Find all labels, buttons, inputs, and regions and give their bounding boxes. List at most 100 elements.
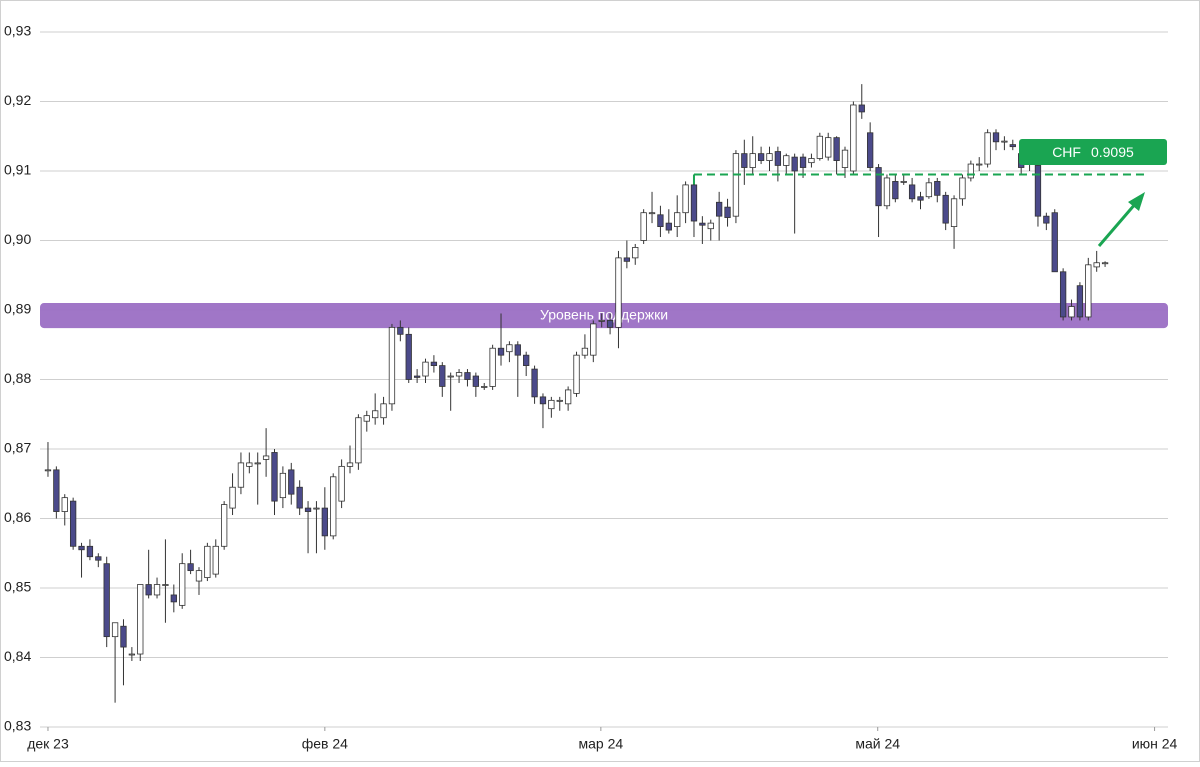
candle-body xyxy=(674,212,681,227)
candle-body xyxy=(145,584,152,596)
candle-body xyxy=(111,622,119,638)
candle-body xyxy=(774,151,782,166)
candle-body xyxy=(313,507,320,510)
candle-body xyxy=(900,181,907,183)
candle-body xyxy=(657,214,664,228)
candle-body xyxy=(481,386,488,388)
candle-body xyxy=(254,462,261,465)
candle-body xyxy=(917,196,924,201)
level-box xyxy=(1019,139,1167,165)
candle-body xyxy=(867,132,874,168)
candle-body xyxy=(229,486,236,509)
candle-body xyxy=(783,155,790,166)
candle-body xyxy=(581,347,589,356)
candle-body xyxy=(741,153,748,168)
candle-body xyxy=(346,462,354,467)
candle-body xyxy=(640,212,647,241)
candle-body xyxy=(732,153,740,217)
y-tick-label: 0,89 xyxy=(4,301,31,317)
candle-body xyxy=(615,257,622,328)
arrow xyxy=(1097,192,1145,247)
candle-body xyxy=(464,372,471,380)
support-label: Уровень поддержки xyxy=(540,306,668,322)
candle-body xyxy=(682,184,689,214)
candle-body xyxy=(338,465,345,502)
y-tick-label: 0,85 xyxy=(4,579,31,595)
candle-body xyxy=(355,417,362,464)
arrow-shaft xyxy=(1097,202,1138,247)
candle-body xyxy=(212,545,219,575)
arrow-head xyxy=(1128,192,1145,211)
x-tick-label: фев 24 xyxy=(302,736,348,752)
level-value: 0.9095 xyxy=(1091,144,1134,160)
candle-body xyxy=(246,462,253,467)
candle-body xyxy=(439,365,446,387)
candle-body xyxy=(1034,165,1042,217)
candle-body xyxy=(296,486,303,509)
candle-body xyxy=(128,653,136,656)
candle-body xyxy=(992,132,1000,143)
candle-body xyxy=(632,247,639,259)
candle-body xyxy=(221,504,228,547)
candle-body xyxy=(44,469,52,472)
candle-body xyxy=(489,347,496,387)
candle-body xyxy=(976,163,983,166)
candle-body xyxy=(984,132,991,165)
candle-body xyxy=(850,104,857,172)
candle-body xyxy=(170,594,177,603)
candle-body xyxy=(472,375,479,387)
candle-body xyxy=(523,354,530,366)
candle-body xyxy=(1068,306,1075,318)
support-band xyxy=(40,303,1168,329)
candle-body xyxy=(699,222,706,226)
candle-body xyxy=(749,153,756,168)
candle-body xyxy=(724,206,731,218)
candle-body xyxy=(204,545,211,578)
candle-body xyxy=(86,545,94,558)
candle-body xyxy=(447,375,454,378)
candle-body xyxy=(271,452,278,502)
y-tick-label: 0,93 xyxy=(4,23,31,39)
candle-body xyxy=(892,181,899,200)
candle-body xyxy=(514,344,521,356)
candle-body xyxy=(53,469,60,512)
candle-body xyxy=(1001,140,1008,143)
candle-body xyxy=(262,455,270,460)
candle-body xyxy=(153,584,161,596)
candle-body xyxy=(799,156,807,168)
candle-body xyxy=(648,212,656,215)
candle-body xyxy=(950,198,958,228)
candle-body xyxy=(808,158,815,164)
candle-body xyxy=(816,135,823,159)
candle-body xyxy=(833,137,840,161)
candle-body xyxy=(162,584,169,586)
level-label: CHF 0.9095 xyxy=(1052,144,1134,160)
candle-body xyxy=(841,149,849,168)
y-tick-label: 0,86 xyxy=(4,509,31,525)
candle-body xyxy=(531,368,538,398)
candle-body xyxy=(925,182,933,198)
candle-body xyxy=(330,476,337,537)
candle-body xyxy=(61,497,68,512)
candle-body xyxy=(590,323,597,356)
candle-body xyxy=(69,500,77,547)
candle-body xyxy=(363,415,370,422)
candle-body xyxy=(137,584,144,655)
candle-body xyxy=(825,137,832,158)
candle-body xyxy=(858,104,865,113)
candle-body xyxy=(967,163,974,179)
candle-body xyxy=(187,563,194,572)
y-tick-label: 0,88 xyxy=(4,370,31,386)
candle-body xyxy=(548,399,555,410)
candle-body xyxy=(455,372,463,377)
candle-body xyxy=(757,153,765,161)
candle-body xyxy=(598,320,605,322)
candle-body xyxy=(497,347,505,356)
candles xyxy=(44,84,1109,703)
y-tick-label: 0,84 xyxy=(4,648,31,664)
candle-body xyxy=(1059,271,1067,318)
candle-body xyxy=(883,177,891,207)
candle-body xyxy=(372,410,379,419)
